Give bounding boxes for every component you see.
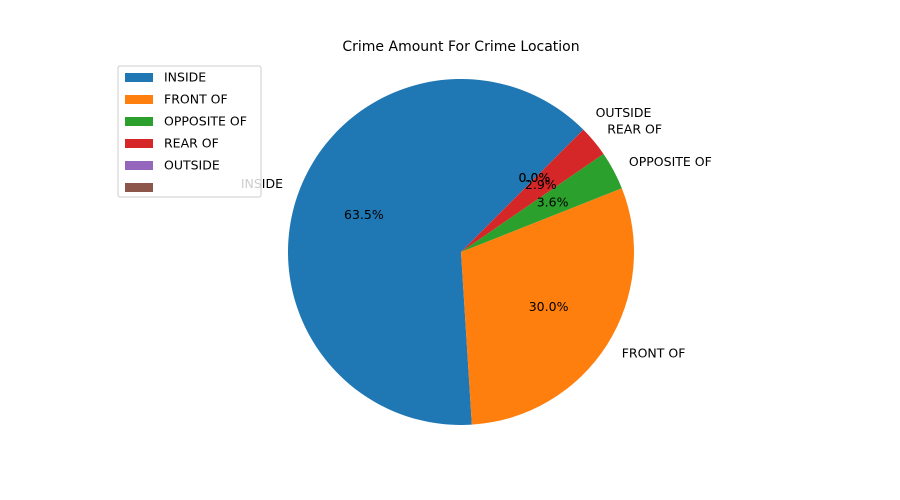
legend-swatch-rear-of xyxy=(125,139,153,148)
chart-title: Crime Amount For Crime Location xyxy=(342,39,579,55)
legend-label-opposite-of: OPPOSITE OF xyxy=(164,114,247,129)
pie-slice-front-of xyxy=(461,188,635,425)
percent-label-outside: 0.0% xyxy=(519,170,551,185)
pie-slices xyxy=(288,79,635,426)
legend: INSIDE FRONT OF OPPOSITE OF REAR OF OUTSIDE xyxy=(117,65,262,198)
legend-label-front-of: FRONT OF xyxy=(164,92,228,107)
slice-label-opposite-of: OPPOSITE OF xyxy=(629,154,712,169)
percent-label-inside: 63.5% xyxy=(344,207,384,222)
percent-label-opposite-of: 3.6% xyxy=(537,195,569,210)
legend-label-inside: INSIDE xyxy=(164,70,206,85)
percent-label-rear-of: 2.9% xyxy=(525,177,557,192)
pie-slice-rear-of xyxy=(461,129,604,252)
percent-label-unlabeled-5: 0.0% xyxy=(519,170,551,185)
legend-swatch-front-of xyxy=(125,95,153,104)
legend-swatch-inside xyxy=(125,73,153,82)
legend-label-rear-of: REAR OF xyxy=(164,136,219,151)
legend-swatch-unlabeled-5 xyxy=(125,183,153,192)
percent-labels: 63.5%30.0%3.6%2.9%0.0%0.0% xyxy=(344,170,569,314)
pie-slice-opposite-of xyxy=(461,153,622,252)
slice-label-front-of: FRONT OF xyxy=(622,346,686,361)
legend-frame xyxy=(117,65,262,198)
pie-slice-inside xyxy=(288,79,584,426)
percent-label-front-of: 30.0% xyxy=(529,299,569,314)
legend-swatch-outside xyxy=(125,161,153,170)
slice-label-outside: OUTSIDE xyxy=(596,105,652,120)
slice-label-rear-of: REAR OF xyxy=(607,122,662,137)
legend-swatch-opposite-of xyxy=(125,117,153,126)
legend-label-outside: OUTSIDE xyxy=(164,158,220,173)
